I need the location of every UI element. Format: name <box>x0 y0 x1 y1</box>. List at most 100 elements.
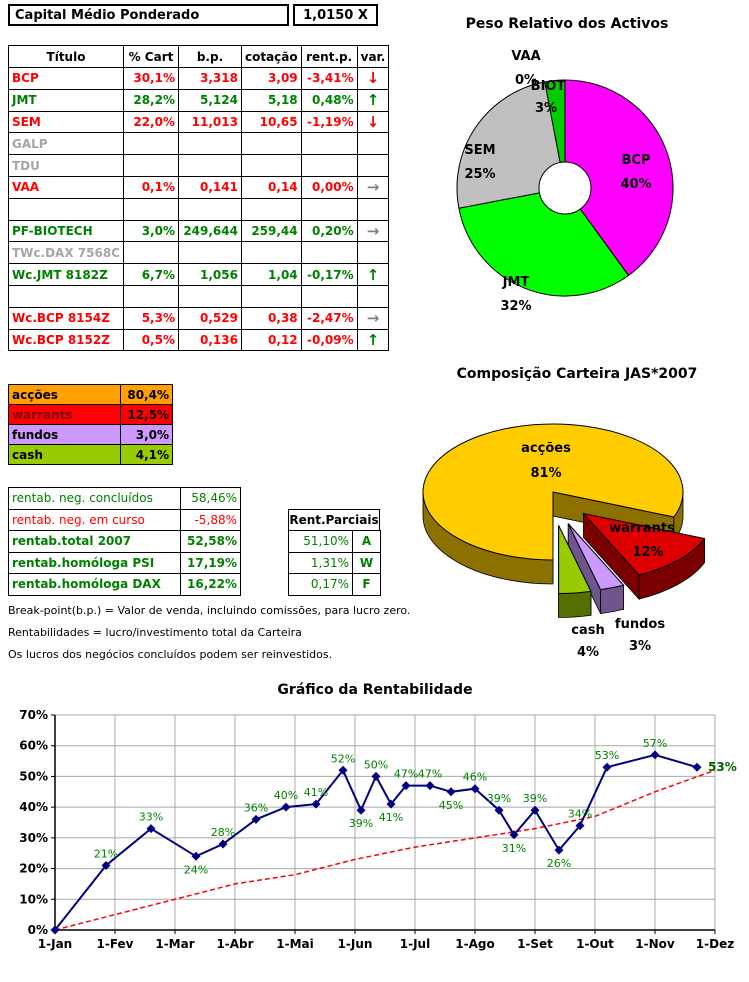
cell-var[interactable]: ↑ <box>356 328 390 352</box>
allocation-value[interactable]: 80,4% <box>120 384 173 405</box>
cell-pct-cart[interactable] <box>122 241 179 265</box>
cell-var[interactable] <box>356 284 390 308</box>
cell-bp[interactable]: 11,013 <box>177 110 242 134</box>
cell-pct-cart[interactable]: 0,1% <box>122 175 179 199</box>
partials-value[interactable]: 1,31% <box>288 551 353 575</box>
partials-letter[interactable]: W <box>352 551 381 575</box>
partials-value[interactable]: 51,10% <box>288 530 353 553</box>
returns-value[interactable]: -5,88% <box>180 508 241 531</box>
cell-bp[interactable] <box>177 197 242 221</box>
cell-var[interactable]: → <box>356 219 390 243</box>
cell-cotacao[interactable]: 10,65 <box>240 110 302 134</box>
capital-value-cell[interactable]: 1,0150 X <box>293 4 378 26</box>
cell-bp[interactable]: 249,644 <box>177 219 242 243</box>
returns-label[interactable]: rentab. neg. concluídos <box>8 487 181 510</box>
cell-bp[interactable]: 1,056 <box>177 263 242 286</box>
allocation-value[interactable]: 4,1% <box>120 444 173 465</box>
column-header[interactable]: rent.p. <box>300 45 358 68</box>
cell-titulo[interactable]: Wc.BCP 8154Z <box>8 306 124 330</box>
cell-titulo[interactable]: Wc.BCP 8152Z <box>8 328 124 352</box>
cell-var[interactable]: ↓ <box>356 110 390 134</box>
cell-cotacao[interactable]: 3,09 <box>240 67 302 90</box>
cell-var[interactable] <box>356 154 390 177</box>
cell-pct-cart[interactable]: 5,3% <box>122 306 179 330</box>
allocation-label[interactable]: cash <box>8 444 121 465</box>
cell-titulo[interactable]: JMT <box>8 88 124 112</box>
cell-rentp[interactable]: 0,48% <box>300 88 358 112</box>
cell-var[interactable] <box>356 197 390 221</box>
cell-bp[interactable] <box>177 284 242 308</box>
cell-var[interactable]: ↑ <box>356 263 390 286</box>
returns-value[interactable]: 16,22% <box>180 573 241 596</box>
capital-label-cell[interactable]: Capital Médio Ponderado <box>8 4 289 26</box>
cell-titulo[interactable] <box>8 197 124 221</box>
partials-title-cell[interactable]: Rent.Parciais <box>288 509 380 531</box>
cell-pct-cart[interactable] <box>122 197 179 221</box>
cell-pct-cart[interactable]: 28,2% <box>122 88 179 112</box>
cell-cotacao[interactable] <box>240 284 302 308</box>
cell-rentp[interactable]: -3,41% <box>300 67 358 90</box>
cell-bp[interactable] <box>177 132 242 156</box>
assets-pie-svg[interactable]: BCP 40% JMT 32% SEM 25% VAA 0%BIOT 3% <box>400 40 749 352</box>
composition-pie-svg[interactable]: acções 81% warrants 12% fundos 3% cash 4% <box>400 400 749 670</box>
cell-cotacao[interactable]: 1,04 <box>240 263 302 286</box>
cell-titulo[interactable]: TWc.DAX 7568C <box>8 241 124 265</box>
returns-label[interactable]: rentab.homóloga PSI <box>8 551 181 574</box>
cell-rentp[interactable]: -0,17% <box>300 263 358 286</box>
cell-pct-cart[interactable]: 0,5% <box>122 328 179 352</box>
cell-pct-cart[interactable] <box>122 284 179 308</box>
cell-titulo[interactable]: VAA <box>8 175 124 199</box>
cell-cotacao[interactable] <box>240 197 302 221</box>
cell-bp[interactable]: 0,141 <box>177 175 242 199</box>
cell-titulo[interactable]: PF-BIOTECH <box>8 219 124 243</box>
cell-bp[interactable] <box>177 154 242 177</box>
cell-var[interactable] <box>356 241 390 265</box>
returns-label[interactable]: rentab.total 2007 <box>8 530 181 553</box>
cell-titulo[interactable]: TDU <box>8 154 124 177</box>
cell-cotacao[interactable]: 0,38 <box>240 306 302 330</box>
cell-rentp[interactable]: 0,00% <box>300 175 358 199</box>
cell-pct-cart[interactable]: 3,0% <box>122 219 179 243</box>
cell-rentp[interactable]: 0,20% <box>300 219 358 243</box>
cell-cotacao[interactable]: 259,44 <box>240 219 302 243</box>
cell-bp[interactable]: 0,136 <box>177 328 242 352</box>
cell-bp[interactable] <box>177 241 242 265</box>
returns-value[interactable]: 52,58% <box>180 530 241 553</box>
cell-titulo[interactable]: Wc.JMT 8182Z <box>8 263 124 286</box>
allocation-label[interactable]: acções <box>8 384 121 405</box>
cell-cotacao[interactable] <box>240 154 302 177</box>
column-header[interactable]: b.p. <box>177 45 242 68</box>
cell-cotacao[interactable]: 0,12 <box>240 328 302 352</box>
cell-titulo[interactable] <box>8 284 124 308</box>
cell-pct-cart[interactable] <box>122 154 179 177</box>
returns-label[interactable]: rentab.homóloga DAX <box>8 573 181 596</box>
returns-value[interactable]: 58,46% <box>180 487 241 510</box>
cell-rentp[interactable] <box>300 197 358 221</box>
cell-bp[interactable]: 5,124 <box>177 88 242 112</box>
cell-titulo[interactable]: BCP <box>8 67 124 90</box>
cell-var[interactable]: ↑ <box>356 88 390 112</box>
cell-rentp[interactable]: -0,09% <box>300 328 358 352</box>
returns-value[interactable]: 17,19% <box>180 551 241 574</box>
cell-var[interactable] <box>356 132 390 156</box>
column-header[interactable]: Título <box>8 45 124 68</box>
returns-label[interactable]: rentab. neg. em curso <box>8 508 181 531</box>
cell-rentp[interactable]: -1,19% <box>300 110 358 134</box>
cell-cotacao[interactable] <box>240 132 302 156</box>
cell-titulo[interactable]: SEM <box>8 110 124 134</box>
cell-var[interactable]: ↓ <box>356 67 390 90</box>
allocation-value[interactable]: 12,5% <box>120 404 173 425</box>
cell-bp[interactable]: 3,318 <box>177 67 242 90</box>
allocation-label[interactable]: fundos <box>8 424 121 445</box>
cell-rentp[interactable] <box>300 241 358 265</box>
cell-var[interactable]: → <box>356 175 390 199</box>
cell-bp[interactable]: 0,529 <box>177 306 242 330</box>
cell-pct-cart[interactable]: 6,7% <box>122 263 179 286</box>
cell-pct-cart[interactable]: 22,0% <box>122 110 179 134</box>
partials-letter[interactable]: F <box>352 573 381 596</box>
cell-cotacao[interactable] <box>240 241 302 265</box>
partials-letter[interactable]: A <box>352 530 381 553</box>
cell-pct-cart[interactable]: 30,1% <box>122 67 179 90</box>
partials-value[interactable]: 0,17% <box>288 573 353 596</box>
cell-rentp[interactable] <box>300 132 358 156</box>
